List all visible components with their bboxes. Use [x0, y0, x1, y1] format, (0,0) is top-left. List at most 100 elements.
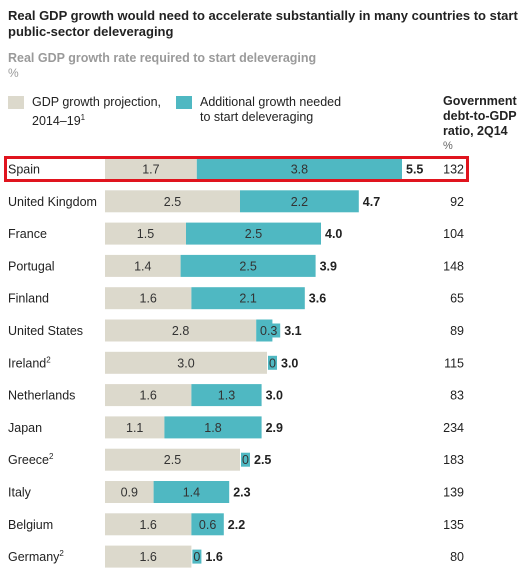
bar-additional-marker-ireland [268, 355, 277, 370]
bar-additional-united-kingdom [240, 190, 359, 213]
bar-projection-value-netherlands: 1.6 [140, 389, 157, 403]
bar-total-united-states: 3.1 [284, 324, 301, 338]
bar-projection-italy [105, 481, 154, 503]
legend-additional-line2: to start deleveraging [200, 110, 314, 124]
bar-projection-value-portugal: 1.4 [134, 259, 151, 273]
bar-additional-japan [164, 416, 262, 439]
country-label-germany: Germany2 [8, 549, 64, 564]
bar-projection-value-finland: 1.6 [140, 292, 157, 306]
bar-additional-portugal [180, 254, 316, 277]
country-label-united-kingdom: United Kingdom [8, 195, 97, 209]
bar-additional-value-netherlands: 1.3 [218, 389, 235, 403]
bar-projection-value-united-states: 2.8 [172, 324, 189, 338]
debt-ratio-united-kingdom: 92 [450, 195, 464, 209]
bar-additional-value-spain: 3.8 [291, 163, 308, 177]
bar-total-greece: 2.5 [254, 453, 271, 467]
bar-additional-value-portugal: 2.5 [239, 259, 256, 273]
country-label-belgium: Belgium [8, 518, 53, 532]
bar-projection-portugal [105, 254, 181, 277]
legend-projection-swatch [8, 96, 24, 109]
debt-ratio-header-line3: ratio, 2Q14 [443, 124, 508, 138]
bar-projection-value-ireland: 3.0 [177, 356, 194, 370]
bar-projection-finland [105, 287, 192, 310]
country-label-finland: Finland [8, 292, 49, 306]
chart-title: Real GDP growth would need to accelerate… [8, 8, 518, 39]
bar-additional-belgium [191, 513, 224, 536]
bar-additional-value-japan: 1.8 [204, 421, 221, 435]
country-label-ireland: Ireland2 [8, 355, 51, 370]
bar-additional-value-greece: 0 [242, 453, 249, 467]
country-label-greece: Greece2 [8, 452, 54, 467]
bar-projection-value-united-kingdom: 2.5 [164, 195, 181, 209]
bar-total-spain: 5.5 [406, 163, 423, 177]
country-label-france: France [8, 227, 47, 241]
bar-total-japan: 2.9 [266, 421, 283, 435]
legend-additional-label: Additional growth needed to start deleve… [200, 95, 341, 125]
bar-total-finland: 3.6 [309, 292, 326, 306]
bar-projection-belgium [105, 513, 192, 536]
bar-projection-spain [105, 158, 197, 180]
country-label-italy: Italy [8, 486, 32, 500]
debt-ratio-unit: % [443, 140, 453, 152]
country-label-netherlands: Netherlands [8, 389, 75, 403]
bar-total-united-kingdom: 4.7 [363, 195, 380, 209]
legend-additional-swatch [176, 96, 192, 109]
country-label-spain: Spain [8, 163, 40, 177]
bar-additional-marker-greece [241, 452, 250, 467]
bar-additional-france [186, 222, 321, 245]
bar-total-germany: 1.6 [205, 550, 222, 564]
bar-additional-netherlands [191, 384, 262, 407]
bar-additional-finland [191, 287, 305, 310]
bar-additional-marker-united-states [257, 323, 281, 338]
debt-ratio-ireland: 115 [444, 356, 464, 370]
bar-projection-united-kingdom [105, 190, 240, 213]
bar-total-france: 4.0 [325, 227, 342, 241]
bar-additional-value-france: 2.5 [245, 227, 262, 241]
legend-projection-label: GDP growth projection, 2014–191 [32, 95, 161, 129]
bar-additional-value-united-kingdom: 2.2 [291, 195, 308, 209]
debt-ratio-header: Government debt-to-GDP ratio, 2Q14 [443, 94, 523, 139]
bar-projection-value-japan: 1.1 [126, 421, 143, 435]
country-label-portugal: Portugal [8, 259, 55, 273]
country-label-united-states: United States [8, 324, 83, 338]
bar-total-netherlands: 3.0 [266, 389, 283, 403]
bar-additional-value-finland: 2.1 [239, 292, 256, 306]
debt-ratio-greece: 183 [443, 453, 464, 467]
legend-projection-line1: GDP growth projection, [32, 95, 161, 109]
bar-total-ireland: 3.0 [281, 356, 298, 370]
bar-projection-netherlands [105, 384, 192, 407]
chart-subtitle: Real GDP growth rate required to start d… [8, 51, 317, 65]
bar-projection-value-belgium: 1.6 [140, 518, 157, 532]
debt-ratio-italy: 139 [443, 486, 464, 500]
debt-ratio-united-states: 89 [450, 324, 464, 338]
legend-additional-line1: Additional growth needed [200, 95, 342, 109]
bar-projection-greece [105, 448, 240, 471]
bar-total-italy: 2.3 [233, 486, 250, 500]
bar-projection-value-italy: 0.9 [121, 486, 138, 500]
bar-projection-germany [105, 545, 192, 568]
bar-total-portugal: 3.9 [320, 259, 337, 273]
bar-projection-ireland [105, 351, 267, 374]
debt-ratio-germany: 80 [450, 550, 464, 564]
bar-additional-value-germany: 0 [193, 550, 200, 564]
country-label-japan: Japan [8, 421, 42, 435]
bar-additional-value-belgium: 0.6 [199, 518, 216, 532]
debt-ratio-japan: 234 [443, 421, 464, 435]
debt-ratio-belgium: 135 [443, 518, 464, 532]
bar-projection-japan [105, 416, 165, 439]
debt-ratio-header-line2: debt-to-GDP [443, 109, 517, 123]
bar-projection-value-spain: 1.7 [142, 163, 159, 177]
bar-projection-france [105, 222, 186, 245]
bar-additional-value-ireland: 0 [269, 356, 276, 370]
debt-ratio-netherlands: 83 [450, 389, 464, 403]
bar-projection-value-france: 1.5 [137, 227, 154, 241]
debt-ratio-header-line1: Government [443, 94, 517, 108]
bar-additional-marker-germany [192, 549, 202, 564]
spain-highlight-box [4, 156, 469, 182]
bar-additional-italy [153, 481, 230, 503]
debt-ratio-portugal: 148 [443, 259, 464, 273]
debt-ratio-finland: 65 [450, 292, 464, 306]
legend-projection-line2: 2014–19 [32, 114, 81, 129]
legend-projection-footnote: 1 [80, 113, 86, 122]
